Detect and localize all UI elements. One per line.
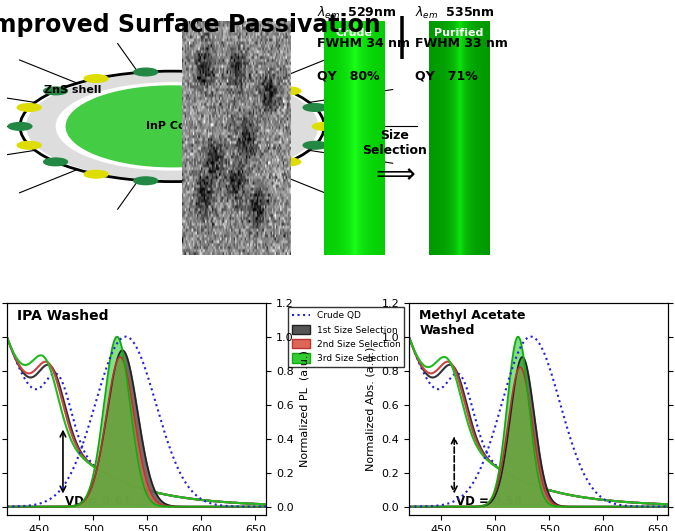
Circle shape (277, 158, 300, 166)
Ellipse shape (26, 73, 318, 179)
Circle shape (18, 104, 41, 112)
Text: ZnS shell: ZnS shell (45, 85, 101, 95)
Ellipse shape (66, 86, 278, 167)
Text: FWHM 33 nm: FWHM 33 nm (415, 37, 508, 50)
Circle shape (303, 104, 327, 112)
Text: |: | (395, 16, 408, 58)
Circle shape (303, 141, 327, 149)
Ellipse shape (56, 83, 288, 170)
Text: Purified: Purified (434, 28, 484, 38)
Circle shape (187, 68, 211, 76)
Text: $\lambda_{em}$  535nm: $\lambda_{em}$ 535nm (415, 5, 495, 21)
Circle shape (18, 141, 41, 149)
Text: VD = 0.61: VD = 0.61 (65, 495, 131, 508)
Text: QY   80%: QY 80% (317, 69, 380, 82)
Text: VD = 0.58: VD = 0.58 (456, 495, 522, 508)
Y-axis label: Normalized Abs. (a.u.): Normalized Abs. (a.u.) (366, 347, 376, 471)
Circle shape (187, 177, 211, 185)
Text: InP Core: InP Core (146, 122, 198, 131)
Text: ⟹: ⟹ (375, 161, 414, 189)
Text: Size
Selection: Size Selection (362, 130, 427, 157)
Legend: Crude QD, 1st Size Selection, 2nd Size Selection, 3rd Size Selection: Crude QD, 1st Size Selection, 2nd Size S… (288, 307, 404, 366)
Text: IPA Washed: IPA Washed (17, 309, 109, 323)
Circle shape (8, 123, 32, 130)
Text: Methyl Acetate
Washed: Methyl Acetate Washed (419, 309, 526, 337)
Y-axis label: Normalized PL  (a.u.): Normalized PL (a.u.) (299, 350, 309, 467)
Circle shape (313, 123, 336, 130)
Circle shape (84, 75, 108, 82)
Text: QY   71%: QY 71% (415, 69, 478, 82)
Text: Crude: Crude (336, 28, 373, 38)
Circle shape (44, 87, 68, 95)
Text: $\lambda_{em}$  529nm: $\lambda_{em}$ 529nm (317, 5, 397, 21)
Text: Improved Surface Passivation: Improved Surface Passivation (0, 13, 381, 37)
Circle shape (134, 177, 157, 185)
Circle shape (236, 75, 260, 82)
Circle shape (134, 68, 157, 76)
Text: FWHM 34 nm: FWHM 34 nm (317, 37, 410, 50)
Circle shape (236, 170, 260, 178)
Circle shape (44, 158, 68, 166)
Circle shape (277, 87, 300, 95)
Circle shape (84, 170, 108, 178)
